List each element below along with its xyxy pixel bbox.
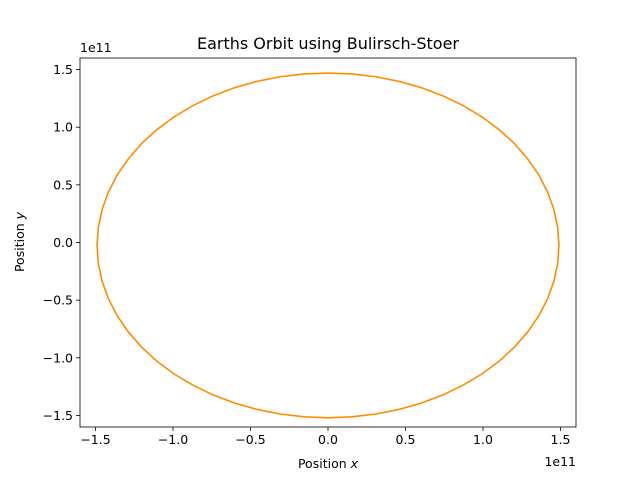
y-tick-label: 0.0 [53, 235, 73, 250]
chart-title: Earths Orbit using Bulirsch-Stoer [197, 34, 459, 53]
x-axis-ticks: −1.5 −1.0 −0.5 0.0 0.5 1.0 1.5 [80, 427, 570, 447]
y-tick-label: −1.0 [43, 350, 73, 365]
y-tick-label: 1.5 [53, 62, 73, 77]
orbit-series-line [96, 72, 560, 419]
y-axis-label: Position y [12, 211, 27, 272]
x-tick-label: 0.5 [396, 432, 416, 447]
y-axis-ticks: −1.5 −1.0 −0.5 0.0 0.5 1.0 1.5 [43, 62, 80, 423]
y-tick-label: −0.5 [43, 293, 73, 308]
y-tick-label: 1.0 [53, 120, 73, 135]
y-tick-label: −1.5 [43, 408, 73, 423]
x-tick-label: −0.5 [235, 432, 265, 447]
x-tick-label: 0.0 [318, 432, 338, 447]
x-axis-label-var: x [350, 456, 359, 471]
x-offset-label: 1e11 [544, 454, 576, 469]
x-axis-label-prefix: Position [298, 456, 351, 471]
y-tick-label: 0.5 [53, 177, 73, 192]
x-tick-label: 1.5 [551, 432, 571, 447]
x-tick-label: −1.5 [80, 432, 110, 447]
y-axis-label-var: y [12, 211, 27, 220]
x-axis-label: Position x [298, 456, 359, 471]
y-axis-label-prefix: Position [12, 219, 27, 272]
y-offset-label: 1e11 [80, 40, 112, 55]
x-tick-label: 1.0 [473, 432, 493, 447]
plot-area [79, 57, 577, 428]
plot-background [80, 58, 576, 427]
x-tick-label: −1.0 [158, 432, 188, 447]
